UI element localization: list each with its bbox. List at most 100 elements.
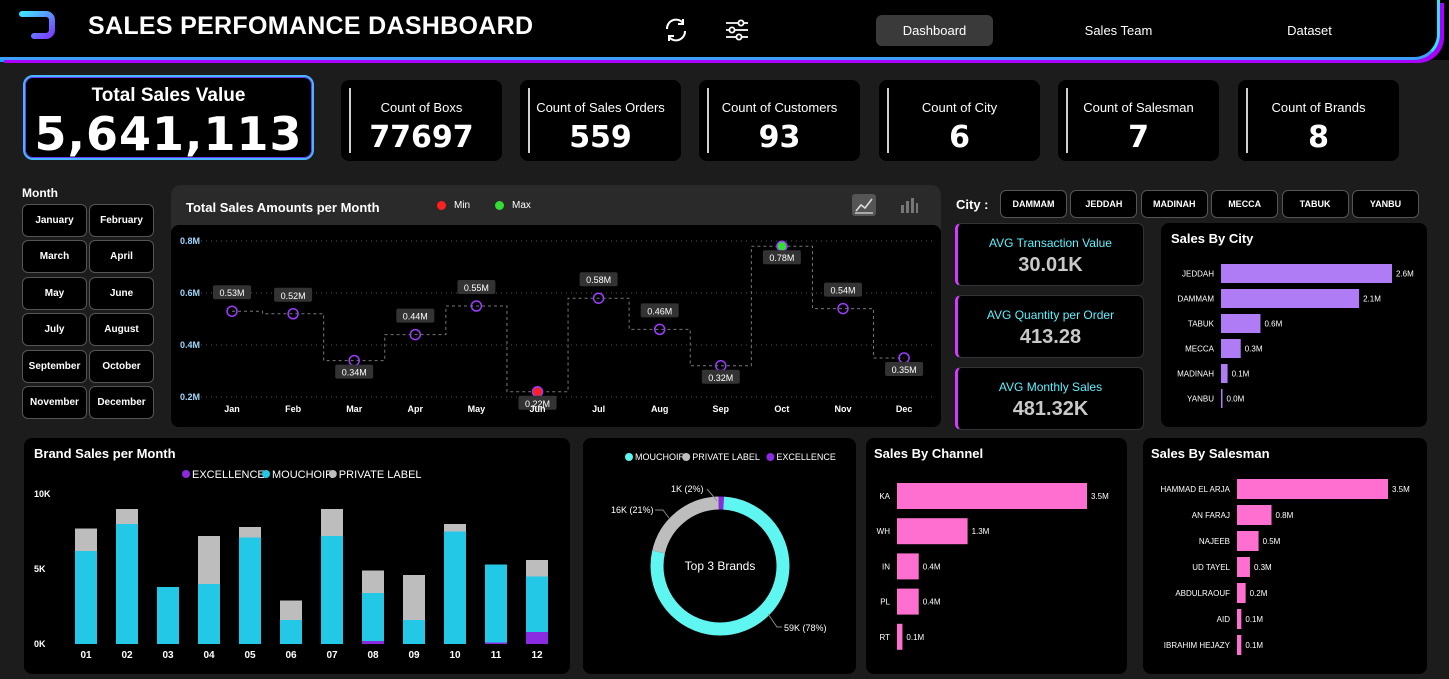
category-label: RT bbox=[879, 633, 890, 642]
total-sales-label: Total Sales Value bbox=[91, 85, 246, 106]
bar[interactable] bbox=[897, 623, 903, 650]
bar-segment[interactable] bbox=[280, 600, 302, 621]
bar[interactable] bbox=[1221, 314, 1261, 333]
bar-segment[interactable] bbox=[239, 537, 261, 645]
category-label: IBRAHIM HEJAZY bbox=[1164, 641, 1231, 650]
bar-segment[interactable] bbox=[116, 524, 138, 644]
bar-segment[interactable] bbox=[526, 632, 548, 644]
bar[interactable] bbox=[1237, 583, 1246, 603]
bar[interactable] bbox=[1221, 264, 1392, 283]
bar[interactable] bbox=[1237, 609, 1242, 629]
header-bar: SALES PERFOMANCE DASHBOARD Dashboard Sal… bbox=[0, 0, 1449, 60]
bar-segment[interactable] bbox=[526, 560, 548, 577]
bar-segment[interactable] bbox=[362, 641, 384, 644]
month-button-april[interactable]: April bbox=[89, 240, 154, 274]
city-button-dammam[interactable]: DAMMAM bbox=[1000, 190, 1067, 218]
legend-swatch bbox=[262, 470, 270, 478]
data-point[interactable] bbox=[592, 292, 605, 304]
bar-segment[interactable] bbox=[362, 593, 384, 641]
bar-segment[interactable] bbox=[485, 564, 507, 643]
legend-label: Max bbox=[512, 200, 531, 211]
bar[interactable] bbox=[1221, 339, 1241, 358]
bar-segment[interactable] bbox=[239, 527, 261, 538]
slice-mouchoir[interactable] bbox=[650, 496, 790, 636]
month-button-december[interactable]: December bbox=[89, 386, 154, 419]
month-button-november[interactable]: November bbox=[22, 386, 87, 419]
month-button-june[interactable]: June bbox=[89, 276, 154, 310]
brand-sales-month-plot: 0K 5K 10K EXCELLENCE MOUCHOIR PRIVATE LABEL 01… bbox=[34, 469, 548, 661]
bar[interactable] bbox=[1237, 557, 1250, 577]
chart-title: Total Sales Amounts per Month bbox=[186, 200, 380, 215]
bar-segment[interactable] bbox=[362, 570, 384, 594]
bar-segment[interactable] bbox=[157, 587, 179, 644]
data-point[interactable] bbox=[470, 300, 483, 312]
slice-excellence[interactable] bbox=[650, 496, 790, 636]
category-label: UD TAYEL bbox=[1192, 563, 1230, 572]
bar-chart-toggle-icon[interactable] bbox=[898, 194, 920, 216]
x-tick-label: Aug bbox=[651, 404, 669, 414]
tab-dataset[interactable]: Dataset bbox=[1287, 23, 1332, 38]
bar-segment[interactable] bbox=[116, 509, 138, 524]
month-button-october[interactable]: October bbox=[89, 349, 154, 383]
bar-segment[interactable] bbox=[198, 584, 220, 644]
data-point[interactable] bbox=[837, 302, 849, 315]
bar-segment[interactable] bbox=[485, 642, 507, 645]
month-button-september[interactable]: September bbox=[22, 349, 87, 383]
data-point[interactable] bbox=[409, 328, 422, 341]
bar-segment[interactable] bbox=[444, 524, 466, 532]
bar[interactable] bbox=[1221, 289, 1360, 308]
bar-segment[interactable] bbox=[403, 620, 425, 644]
filter-sliders-icon[interactable] bbox=[724, 17, 750, 43]
bar-segment[interactable] bbox=[280, 620, 302, 644]
city-button-madinah[interactable]: MADINAH bbox=[1140, 190, 1208, 218]
data-label: 0.54M bbox=[830, 286, 855, 296]
data-point[interactable] bbox=[226, 305, 238, 317]
x-tick-label: Jun bbox=[529, 404, 545, 414]
bar-segment[interactable] bbox=[75, 528, 97, 552]
tab-sales-team[interactable]: Sales Team bbox=[1084, 23, 1153, 38]
bar-segment[interactable] bbox=[198, 536, 220, 584]
bar[interactable] bbox=[1221, 389, 1223, 408]
bar[interactable] bbox=[1237, 531, 1259, 551]
kpi-card-salesman: Count of Salesman 7 bbox=[1058, 80, 1219, 161]
data-point[interactable] bbox=[531, 386, 544, 398]
bar[interactable] bbox=[897, 483, 1087, 509]
month-button-january[interactable]: January bbox=[22, 204, 87, 237]
x-tick-label: 01 bbox=[80, 650, 92, 661]
month-button-february[interactable]: February bbox=[89, 204, 154, 237]
city-button-jeddah[interactable]: JEDDAH bbox=[1070, 190, 1138, 218]
bar[interactable] bbox=[1237, 479, 1388, 499]
refresh-icon[interactable] bbox=[663, 17, 689, 43]
data-point[interactable] bbox=[776, 240, 788, 252]
bar-segment[interactable] bbox=[75, 551, 97, 644]
bar-segment[interactable] bbox=[444, 531, 466, 645]
bar[interactable] bbox=[1237, 635, 1242, 655]
category-label: AN FARAJ bbox=[1192, 511, 1230, 520]
x-tick-label: Sep bbox=[713, 404, 730, 414]
city-button-yanbu[interactable]: YANBU bbox=[1352, 190, 1419, 218]
bar-segment[interactable] bbox=[526, 576, 548, 633]
bar[interactable] bbox=[897, 553, 919, 580]
city-button-mecca[interactable]: MECCA bbox=[1211, 190, 1279, 218]
bar[interactable] bbox=[1221, 364, 1228, 383]
bar-segment[interactable] bbox=[321, 536, 343, 644]
legend-swatch bbox=[766, 453, 775, 461]
data-label: 3.5M bbox=[1091, 492, 1109, 501]
month-button-may[interactable]: May bbox=[22, 276, 87, 310]
data-label: 0.8M bbox=[1276, 511, 1294, 520]
bar-segment[interactable] bbox=[403, 575, 425, 620]
bar[interactable] bbox=[1237, 505, 1272, 525]
city-button-tabuk[interactable]: TABUK bbox=[1281, 190, 1349, 218]
kpi-card-brands: Count of Brands 8 bbox=[1238, 80, 1399, 161]
month-button-august[interactable]: August bbox=[89, 313, 154, 347]
bar[interactable] bbox=[897, 518, 968, 545]
month-button-july[interactable]: July bbox=[22, 313, 87, 347]
tab-dashboard[interactable]: Dashboard bbox=[876, 15, 993, 46]
line-chart-toggle-icon[interactable] bbox=[852, 194, 876, 216]
bar-segment[interactable] bbox=[321, 509, 343, 536]
data-point[interactable] bbox=[653, 323, 666, 336]
category-label: AID bbox=[1217, 615, 1231, 624]
data-point[interactable] bbox=[287, 308, 299, 320]
month-button-march[interactable]: March bbox=[22, 240, 87, 274]
bar[interactable] bbox=[897, 588, 919, 615]
